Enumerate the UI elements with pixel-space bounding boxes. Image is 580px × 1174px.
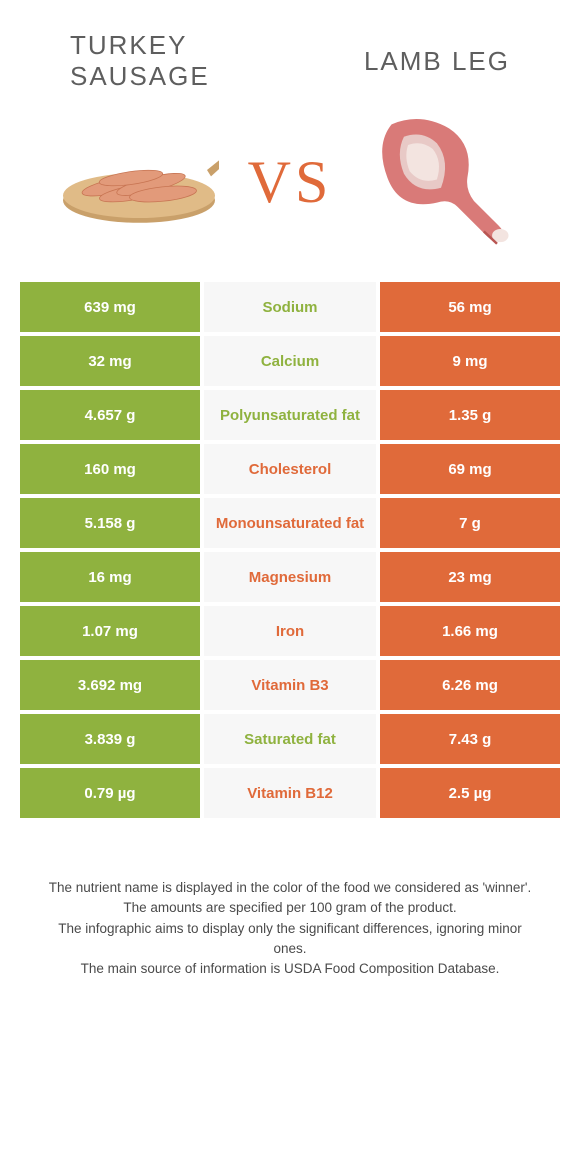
right-food-image [332,112,550,252]
left-value-cell: 0.79 µg [20,768,200,818]
footer-line-4: The main source of information is USDA F… [40,959,540,979]
nutrient-label-cell: Vitamin B12 [204,768,376,818]
images-row: VS [20,112,560,282]
left-title-line2: SAUSAGE [70,61,290,92]
nutrient-label-cell: Saturated fat [204,714,376,764]
footer-notes: The nutrient name is displayed in the co… [20,818,560,979]
right-value-cell: 2.5 µg [380,768,560,818]
table-row: 1.07 mgIron1.66 mg [20,606,560,656]
left-food-image [30,112,248,252]
turkey-sausage-icon [59,137,219,227]
nutrient-label-cell: Calcium [204,336,376,386]
left-title-line1: TURKEY [70,30,290,61]
table-row: 3.692 mgVitamin B36.26 mg [20,660,560,710]
left-value-cell: 4.657 g [20,390,200,440]
table-row: 160 mgCholesterol69 mg [20,444,560,494]
left-value-cell: 1.07 mg [20,606,200,656]
table-row: 639 mgSodium56 mg [20,282,560,332]
right-food-title: LAMB LEG [290,46,540,77]
left-value-cell: 5.158 g [20,498,200,548]
table-row: 32 mgCalcium9 mg [20,336,560,386]
left-value-cell: 160 mg [20,444,200,494]
left-value-cell: 3.839 g [20,714,200,764]
nutrient-label-cell: Polyunsaturated fat [204,390,376,440]
left-value-cell: 639 mg [20,282,200,332]
nutrient-label-cell: Vitamin B3 [204,660,376,710]
nutrient-label-cell: Sodium [204,282,376,332]
left-value-cell: 3.692 mg [20,660,200,710]
left-food-title: TURKEY SAUSAGE [40,30,290,92]
nutrient-label-cell: Cholesterol [204,444,376,494]
right-value-cell: 9 mg [380,336,560,386]
table-row: 5.158 gMonounsaturated fat7 g [20,498,560,548]
right-value-cell: 7.43 g [380,714,560,764]
header-row: TURKEY SAUSAGE LAMB LEG [20,20,560,112]
table-row: 3.839 gSaturated fat7.43 g [20,714,560,764]
right-value-cell: 23 mg [380,552,560,602]
nutrient-label-cell: Monounsaturated fat [204,498,376,548]
right-value-cell: 56 mg [380,282,560,332]
table-row: 0.79 µgVitamin B122.5 µg [20,768,560,818]
nutrient-label-cell: Iron [204,606,376,656]
nutrient-label-cell: Magnesium [204,552,376,602]
right-value-cell: 7 g [380,498,560,548]
table-row: 4.657 gPolyunsaturated fat1.35 g [20,390,560,440]
right-value-cell: 1.66 mg [380,606,560,656]
footer-line-3: The infographic aims to display only the… [40,919,540,960]
footer-line-1: The nutrient name is displayed in the co… [40,878,540,898]
left-value-cell: 16 mg [20,552,200,602]
right-value-cell: 6.26 mg [380,660,560,710]
right-value-cell: 69 mg [380,444,560,494]
right-value-cell: 1.35 g [380,390,560,440]
table-row: 16 mgMagnesium23 mg [20,552,560,602]
lamb-leg-icon [356,112,526,252]
footer-line-2: The amounts are specified per 100 gram o… [40,898,540,918]
nutrient-table: 639 mgSodium56 mg32 mgCalcium9 mg4.657 g… [20,282,560,818]
left-value-cell: 32 mg [20,336,200,386]
vs-label: VS [248,148,333,217]
